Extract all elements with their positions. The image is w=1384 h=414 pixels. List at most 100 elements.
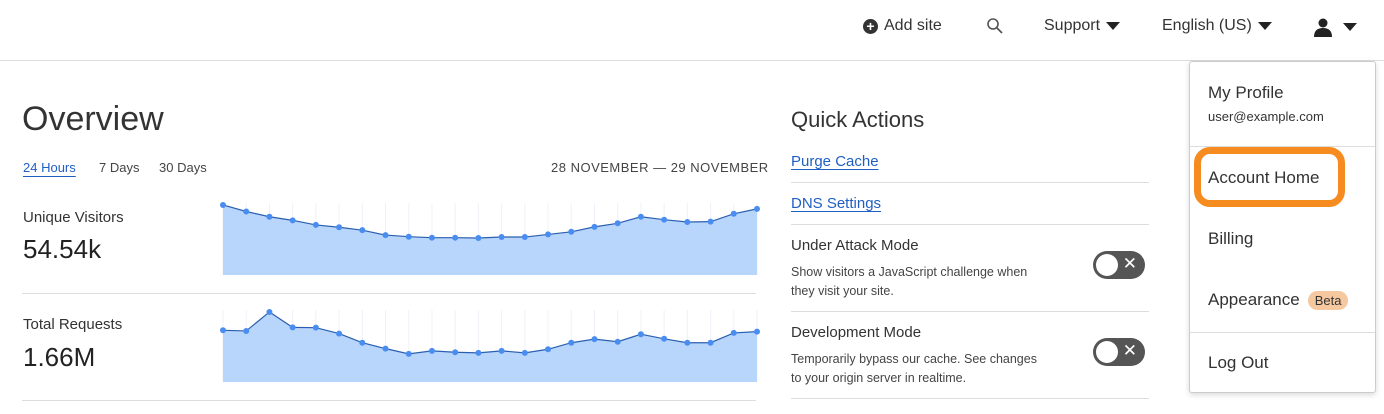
data-point [730,210,737,217]
dev-mode-title: Development Mode [791,324,922,341]
data-point [359,339,366,346]
chevron-down-icon [1343,23,1357,31]
add-site-label: Add site [884,17,942,34]
data-point [521,234,528,241]
support-dropdown[interactable]: Support [1044,17,1121,35]
metric-value: 54.54k [23,234,102,264]
purge-cache-link[interactable]: Purge Cache [791,153,879,170]
area-fill [223,311,757,382]
data-point [289,324,296,331]
add-site-button[interactable]: + Add site [863,17,942,35]
under-attack-title: Under Attack Mode [791,237,919,254]
date-range: 28 NOVEMBER — 29 NOVEMBER [551,160,769,175]
data-point [707,218,714,225]
unique-visitors-chart [220,201,760,275]
metric-label: Total Requests [23,316,123,333]
metric-value: 1.66M [23,342,96,372]
series-line [222,204,758,239]
data-point [312,221,319,228]
language-label: English (US) [1162,17,1252,34]
chevron-down-icon [1257,22,1272,30]
under-attack-desc: Show visitors a JavaScript challenge whe… [791,265,1028,298]
data-point [475,235,482,242]
divider [22,293,756,294]
tab-7-days[interactable]: 7 Days [99,160,140,175]
support-label: Support [1044,17,1101,34]
data-point [521,349,528,356]
user-dropdown-menu: My Profile user@example.com Account Home… [1189,61,1376,393]
data-point [405,350,412,357]
data-point [684,339,691,346]
data-point [614,338,621,345]
series-line [222,311,758,355]
under-attack-toggle[interactable]: ✕ [1093,251,1145,279]
data-point [661,216,668,223]
menu-item-my-profile[interactable]: My Profile [1208,83,1284,102]
divider [22,400,756,401]
dns-settings-link[interactable]: DNS Settings [791,195,882,212]
user-menu-button[interactable] [1313,17,1357,37]
data-point [428,347,435,354]
data-point [359,227,366,234]
data-point [707,339,714,346]
data-point [591,223,598,230]
dev-mode-toggle[interactable]: ✕ [1093,338,1145,366]
total-requests-chart [220,308,760,382]
data-point [243,208,250,215]
dev-mode-desc: Temporarily bypass our cache. See change… [791,352,1037,385]
data-point [637,213,644,220]
data-point [475,349,482,356]
menu-item-billing[interactable]: Billing [1208,229,1254,248]
data-point [545,346,552,353]
quick-actions-title: Quick Actions [791,107,925,132]
beta-badge: Beta [1307,291,1349,311]
data-point [754,328,760,335]
menu-item-appearance[interactable]: Appearance Beta [1208,290,1349,311]
data-point [684,218,691,225]
menu-item-account-home[interactable]: Account Home [1208,168,1320,187]
language-dropdown[interactable]: English (US) [1162,17,1272,35]
data-point [568,228,575,235]
data-point [428,234,435,241]
chevron-down-icon [1106,22,1121,30]
data-point [498,234,505,241]
data-point [220,327,226,334]
tab-30-days[interactable]: 30 Days [159,160,207,175]
data-point [336,224,343,231]
data-point [545,231,552,238]
search-icon[interactable] [986,17,1004,35]
data-point [382,345,389,352]
menu-item-log-out[interactable]: Log Out [1208,353,1269,372]
data-point [754,205,760,212]
data-point [452,234,459,241]
plus-circle-icon: + [863,18,878,34]
data-point [614,220,621,227]
data-point [382,232,389,239]
highlight-outline [1194,147,1345,207]
data-point [336,330,343,337]
data-point [312,324,319,331]
page-title: Overview [22,100,164,138]
data-point [243,327,250,334]
user-email: user@example.com [1208,109,1324,124]
data-point [289,217,296,224]
data-point [266,308,273,315]
divider [791,182,1149,183]
data-point [568,339,575,346]
divider [791,311,1149,312]
divider [1190,146,1375,147]
appearance-label: Appearance [1208,290,1300,309]
data-point [730,329,737,336]
data-point [661,335,668,342]
divider [791,398,1149,399]
tab-24-hours[interactable]: 24 Hours [23,160,76,175]
top-bar: + Add site Support English (US) [0,0,1384,61]
data-point [637,331,644,338]
divider [1190,332,1375,333]
data-point [266,213,273,220]
data-point [452,349,459,356]
user-icon [1314,18,1332,37]
data-point [591,336,598,343]
divider [791,224,1149,225]
close-icon: ✕ [1122,341,1137,360]
